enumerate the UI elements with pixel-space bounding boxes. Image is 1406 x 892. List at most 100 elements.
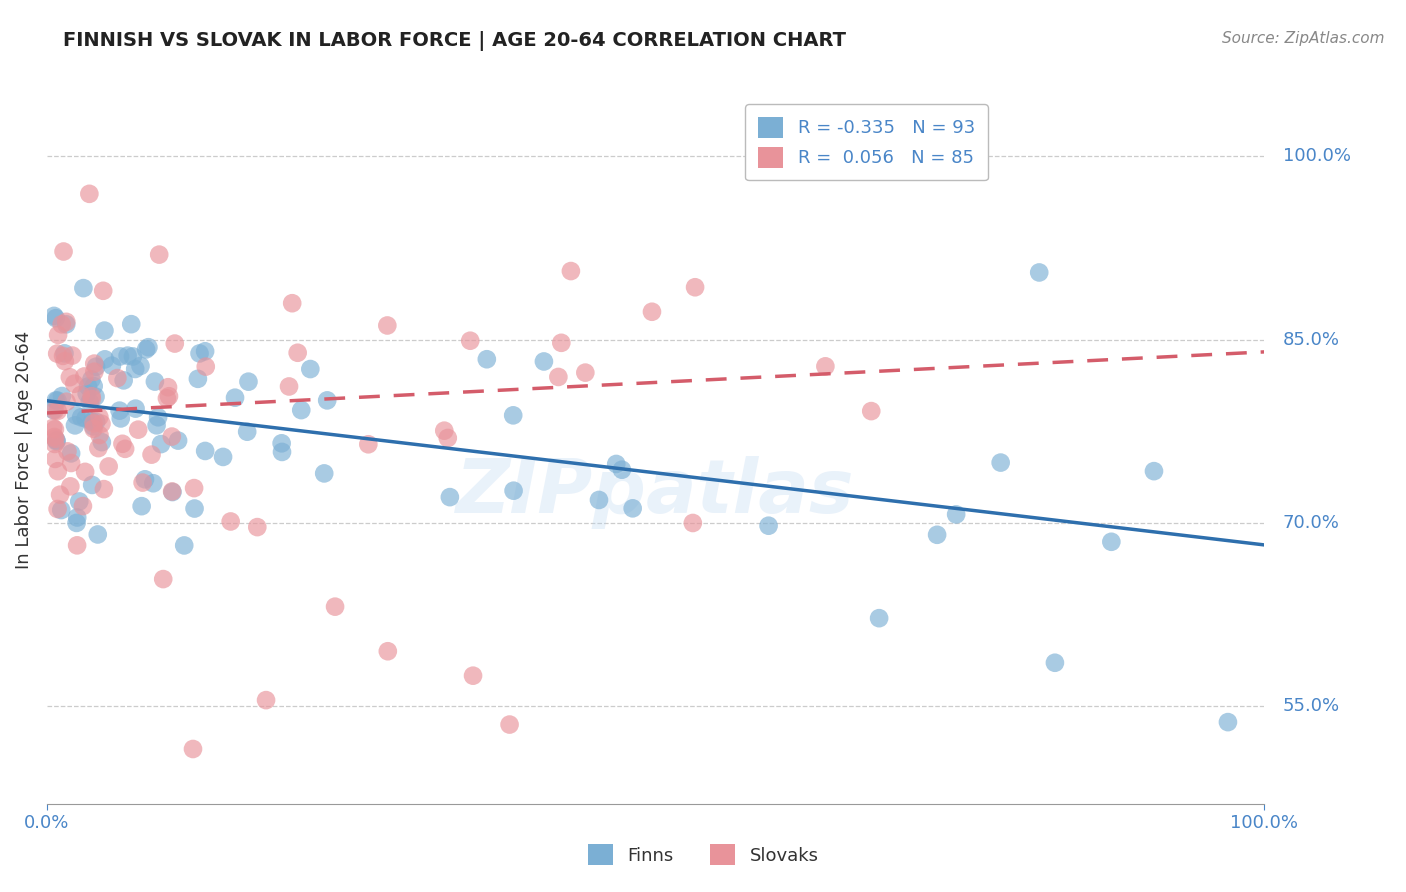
Point <box>163 336 186 351</box>
Point <box>868 611 890 625</box>
Point <box>101 359 124 373</box>
Point <box>173 538 195 552</box>
Point <box>314 467 336 481</box>
Point <box>167 434 190 448</box>
Point <box>621 501 644 516</box>
Point <box>271 445 294 459</box>
Point <box>94 352 117 367</box>
Point <box>82 419 104 434</box>
Point <box>73 369 96 384</box>
Point <box>122 350 145 364</box>
Point <box>59 370 82 384</box>
Point <box>77 379 100 393</box>
Point <box>194 344 217 359</box>
Point <box>183 481 205 495</box>
Point <box>1099 534 1122 549</box>
Point <box>105 371 128 385</box>
Point <box>42 403 65 417</box>
Point <box>157 380 180 394</box>
Point <box>60 349 83 363</box>
Point <box>44 451 66 466</box>
Point <box>83 379 105 393</box>
Point <box>433 424 456 438</box>
Point <box>44 403 66 417</box>
Point <box>533 354 555 368</box>
Point <box>129 359 152 373</box>
Legend: Finns, Slovaks: Finns, Slovaks <box>579 835 827 874</box>
Point <box>59 479 82 493</box>
Point <box>610 463 633 477</box>
Point <box>502 483 524 498</box>
Point <box>238 375 260 389</box>
Point <box>150 437 173 451</box>
Point <box>550 335 572 350</box>
Point <box>560 264 582 278</box>
Point <box>93 482 115 496</box>
Point <box>44 437 66 451</box>
Point <box>236 425 259 439</box>
Point <box>814 359 837 374</box>
Point <box>66 538 89 552</box>
Point <box>574 366 596 380</box>
Point <box>290 403 312 417</box>
Point <box>439 490 461 504</box>
Point <box>131 475 153 490</box>
Point <box>108 403 131 417</box>
Point <box>82 415 104 429</box>
Point <box>46 393 69 408</box>
Point <box>82 478 104 492</box>
Point <box>93 324 115 338</box>
Point <box>181 742 204 756</box>
Point <box>219 515 242 529</box>
Point <box>117 349 139 363</box>
Y-axis label: In Labor Force | Age 20-64: In Labor Force | Age 20-64 <box>15 331 32 569</box>
Point <box>375 318 398 333</box>
Point <box>682 516 704 530</box>
Point <box>1216 715 1239 730</box>
Point <box>45 311 67 326</box>
Point <box>254 693 277 707</box>
Point <box>55 394 77 409</box>
Point <box>281 296 304 310</box>
Point <box>108 350 131 364</box>
Point <box>83 417 105 431</box>
Point <box>65 516 87 530</box>
Text: 55.0%: 55.0% <box>1282 698 1340 715</box>
Point <box>63 376 86 391</box>
Point <box>84 415 107 429</box>
Point <box>188 346 211 360</box>
Point <box>436 431 458 445</box>
Point <box>66 510 89 524</box>
Point <box>44 422 66 436</box>
Point <box>97 459 120 474</box>
Point <box>461 668 484 682</box>
Point <box>53 354 76 368</box>
Point <box>287 345 309 359</box>
Point <box>89 428 111 442</box>
Point <box>87 527 110 541</box>
Point <box>1028 265 1050 279</box>
Point <box>80 372 103 386</box>
Point <box>51 389 73 403</box>
Point <box>212 450 235 464</box>
Point <box>157 389 180 403</box>
Point <box>90 417 112 431</box>
Point <box>53 346 76 360</box>
Point <box>44 430 66 444</box>
Point <box>120 317 142 331</box>
Point <box>141 448 163 462</box>
Point <box>72 499 94 513</box>
Point <box>683 280 706 294</box>
Point <box>69 388 91 402</box>
Point <box>45 434 67 448</box>
Point <box>90 435 112 450</box>
Point <box>475 352 498 367</box>
Point <box>45 393 67 408</box>
Point <box>146 410 169 425</box>
Point <box>80 389 103 403</box>
Point <box>112 373 135 387</box>
Point <box>316 393 339 408</box>
Point <box>46 404 69 418</box>
Point <box>377 644 399 658</box>
Point <box>55 318 77 332</box>
